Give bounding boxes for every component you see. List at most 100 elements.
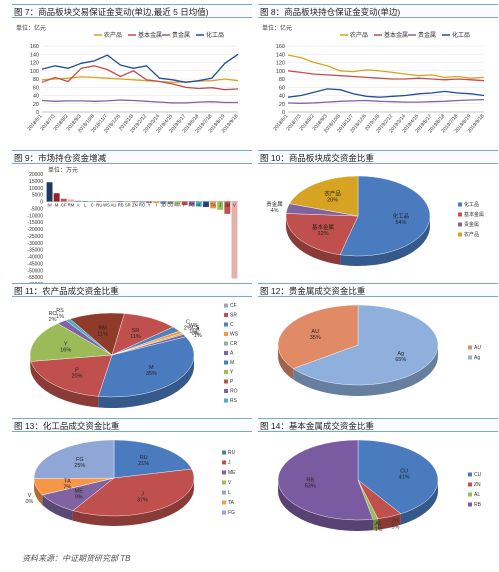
legend-swatch bbox=[224, 370, 228, 374]
pie-side-ZN bbox=[377, 513, 401, 530]
pie-side-化工品 bbox=[340, 216, 430, 266]
category-label: CU bbox=[167, 203, 173, 208]
y-tick-label: 40 bbox=[279, 94, 285, 100]
y-tick-label: 120 bbox=[30, 61, 39, 67]
legend-label: RU bbox=[228, 450, 236, 456]
legend-swatch bbox=[222, 460, 226, 465]
bar-M bbox=[53, 193, 60, 202]
slice-name-label: FG bbox=[76, 457, 84, 463]
legend-label: AU bbox=[474, 345, 481, 351]
y-tick-label: 80 bbox=[279, 77, 285, 83]
legend-swatch bbox=[224, 322, 228, 327]
category-label: A bbox=[77, 203, 80, 208]
bar-NI bbox=[46, 182, 53, 202]
legend-swatch bbox=[222, 450, 226, 455]
slice-name-label: RU bbox=[140, 455, 148, 461]
bar-JM bbox=[224, 201, 231, 214]
slice-percent-label: 53% bbox=[305, 483, 316, 489]
y-tick-label: 160 bbox=[276, 44, 285, 50]
position-fund-bar-chart: 单位：万元 20000150001000050000-5000-10000-150… bbox=[27, 166, 238, 288]
pie-side-AL bbox=[372, 518, 378, 531]
slice-percent-label: 1% bbox=[375, 527, 383, 533]
slice-name-label: A bbox=[196, 327, 200, 333]
figure-11-caption: 图 11：农产品成交资金比重 bbox=[12, 283, 252, 297]
legend-swatch bbox=[222, 490, 226, 495]
series-line-0 bbox=[287, 54, 485, 79]
pie-side-TA bbox=[34, 478, 43, 505]
y-tick-label: 0 bbox=[36, 110, 39, 116]
y-tick-label: 140 bbox=[276, 52, 285, 58]
figure-10-caption: 图 10：商品板块成交资金比重 bbox=[258, 150, 498, 164]
y-tick-label: 160 bbox=[30, 44, 39, 50]
y-tick-label: 15000 bbox=[29, 179, 43, 185]
legend-label: L bbox=[228, 490, 231, 496]
pie-slice-基本金属 bbox=[285, 213, 359, 255]
slice-percent-label: 35% bbox=[146, 371, 157, 377]
bar-P bbox=[181, 201, 188, 205]
pie-side-M bbox=[98, 355, 194, 408]
slice-name-label: RS bbox=[56, 308, 64, 314]
legend-swatch bbox=[458, 222, 462, 227]
y-tick-label: 5000 bbox=[32, 193, 43, 199]
pie-slice-CU bbox=[357, 439, 439, 514]
slice-percent-label: 11% bbox=[97, 331, 108, 337]
holding-margin-line-chart: 单位：亿元0204060801001201401602018/6/12018/7… bbox=[262, 24, 486, 134]
bar-C bbox=[89, 201, 96, 202]
y-tick-label: 120 bbox=[276, 61, 285, 67]
bar-FG bbox=[188, 201, 195, 206]
pie-slice-RU bbox=[113, 439, 193, 479]
bar-RM bbox=[67, 199, 74, 202]
slice-percent-label: 1% bbox=[194, 333, 202, 339]
legend-label: Ag bbox=[474, 355, 480, 361]
bar-J bbox=[217, 201, 224, 210]
pie-slice-农产品 bbox=[289, 175, 359, 217]
pie-slice-RB bbox=[277, 439, 374, 521]
pie-side-J bbox=[72, 478, 194, 526]
figure-7-caption: 图 7：商品板块交易保证金变动(单边,最近 5 日均值) bbox=[12, 4, 252, 18]
legend-swatch bbox=[224, 379, 228, 384]
y-tick-label: 140 bbox=[30, 52, 39, 58]
legend-swatch bbox=[468, 355, 472, 360]
legend-label: Y bbox=[230, 370, 234, 376]
y-tick-label: -20000 bbox=[27, 227, 43, 233]
pie-slice-J bbox=[72, 468, 195, 517]
slice-name-label: AL bbox=[375, 521, 382, 527]
figure-12-caption: 图 12：贵金属成交资金比重 bbox=[258, 283, 498, 297]
bar-CF bbox=[60, 198, 67, 202]
legend-label: 农产品 bbox=[104, 31, 122, 39]
slice-percent-label: 9% bbox=[75, 494, 83, 500]
legend-swatch bbox=[468, 482, 472, 487]
slice-percent-label: 35% bbox=[310, 335, 321, 341]
slice-percent-label: 20% bbox=[327, 198, 338, 204]
legend-swatch bbox=[222, 480, 226, 485]
legend-swatch bbox=[224, 341, 228, 346]
legend-label: CF bbox=[230, 303, 237, 309]
unit-label: 单位：亿元 bbox=[16, 24, 46, 32]
y-tick-label: 0 bbox=[282, 110, 285, 116]
category-label: RO bbox=[139, 203, 146, 208]
y-tick-label: -35000 bbox=[27, 248, 43, 254]
legend-label: C bbox=[230, 322, 234, 328]
legend-label: FG bbox=[228, 510, 235, 516]
legend-label: AL bbox=[474, 492, 480, 498]
slice-name-label: V bbox=[28, 493, 32, 499]
legend-label: RO bbox=[230, 389, 238, 395]
legend-swatch bbox=[458, 212, 462, 217]
figure-8-caption: 图 8：商品板块持仓保证金变动(单边) bbox=[258, 4, 498, 18]
bar-TA bbox=[210, 201, 217, 209]
bar-AL bbox=[195, 201, 202, 207]
category-label: M bbox=[55, 203, 59, 208]
slice-percent-label: 1% bbox=[189, 329, 197, 335]
pie-side-ME bbox=[42, 494, 73, 521]
slice-name-label: RM bbox=[98, 325, 107, 331]
legend-label: 化工品 bbox=[452, 31, 470, 39]
category-label: J bbox=[219, 203, 221, 208]
trading-margin-line-chart: 单位：亿元0204060801001201401602018/6/12018/7… bbox=[16, 24, 240, 134]
bar-RB bbox=[117, 201, 124, 203]
slice-name-label: C bbox=[186, 319, 190, 325]
y-tick-label: 10000 bbox=[29, 186, 43, 192]
